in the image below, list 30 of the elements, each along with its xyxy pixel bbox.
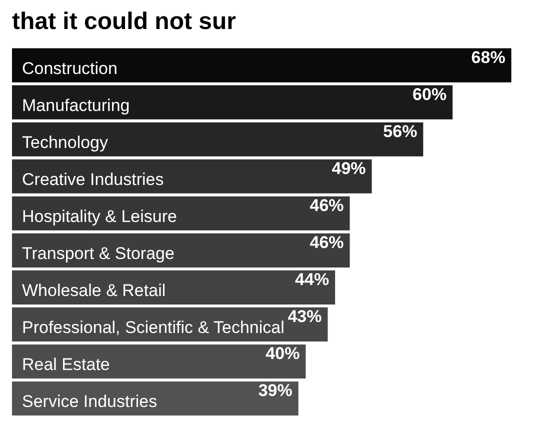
data-label: 44% [295,270,330,290]
y-tick-label: Construction [22,58,118,78]
y-tick-label: Hospitality & Leisure [22,207,177,226]
y-tick-label: Manufacturing [22,96,130,116]
y-tick-label: Wholesale & Retail [22,281,166,300]
bar [12,159,372,194]
bar [12,85,453,120]
y-tick-label: Service Industries [22,392,158,412]
data-label: 40% [266,344,300,364]
data-label: 43% [288,307,322,326]
bar [12,344,306,378]
y-tick-label: Technology [22,133,109,152]
data-label: 49% [332,159,366,178]
y-tick-label: Professional, Scientific & Technical [22,318,284,338]
data-label: 60% [412,85,447,104]
data-label: 68% [471,48,506,67]
chart-title: that it could not sur [12,8,236,36]
data-label: 46% [310,196,344,216]
bar [12,381,298,416]
data-label: 39% [258,381,292,400]
data-label: 56% [383,122,418,142]
data-label: 46% [310,233,344,252]
y-tick-label: Creative Industries [22,170,164,190]
bar [12,48,512,82]
bar [12,196,350,230]
y-tick-label: Transport & Storage [22,244,174,264]
y-tick-label: Real Estate [22,355,110,374]
bar [12,233,350,268]
bar [12,270,336,304]
bar [12,122,424,156]
